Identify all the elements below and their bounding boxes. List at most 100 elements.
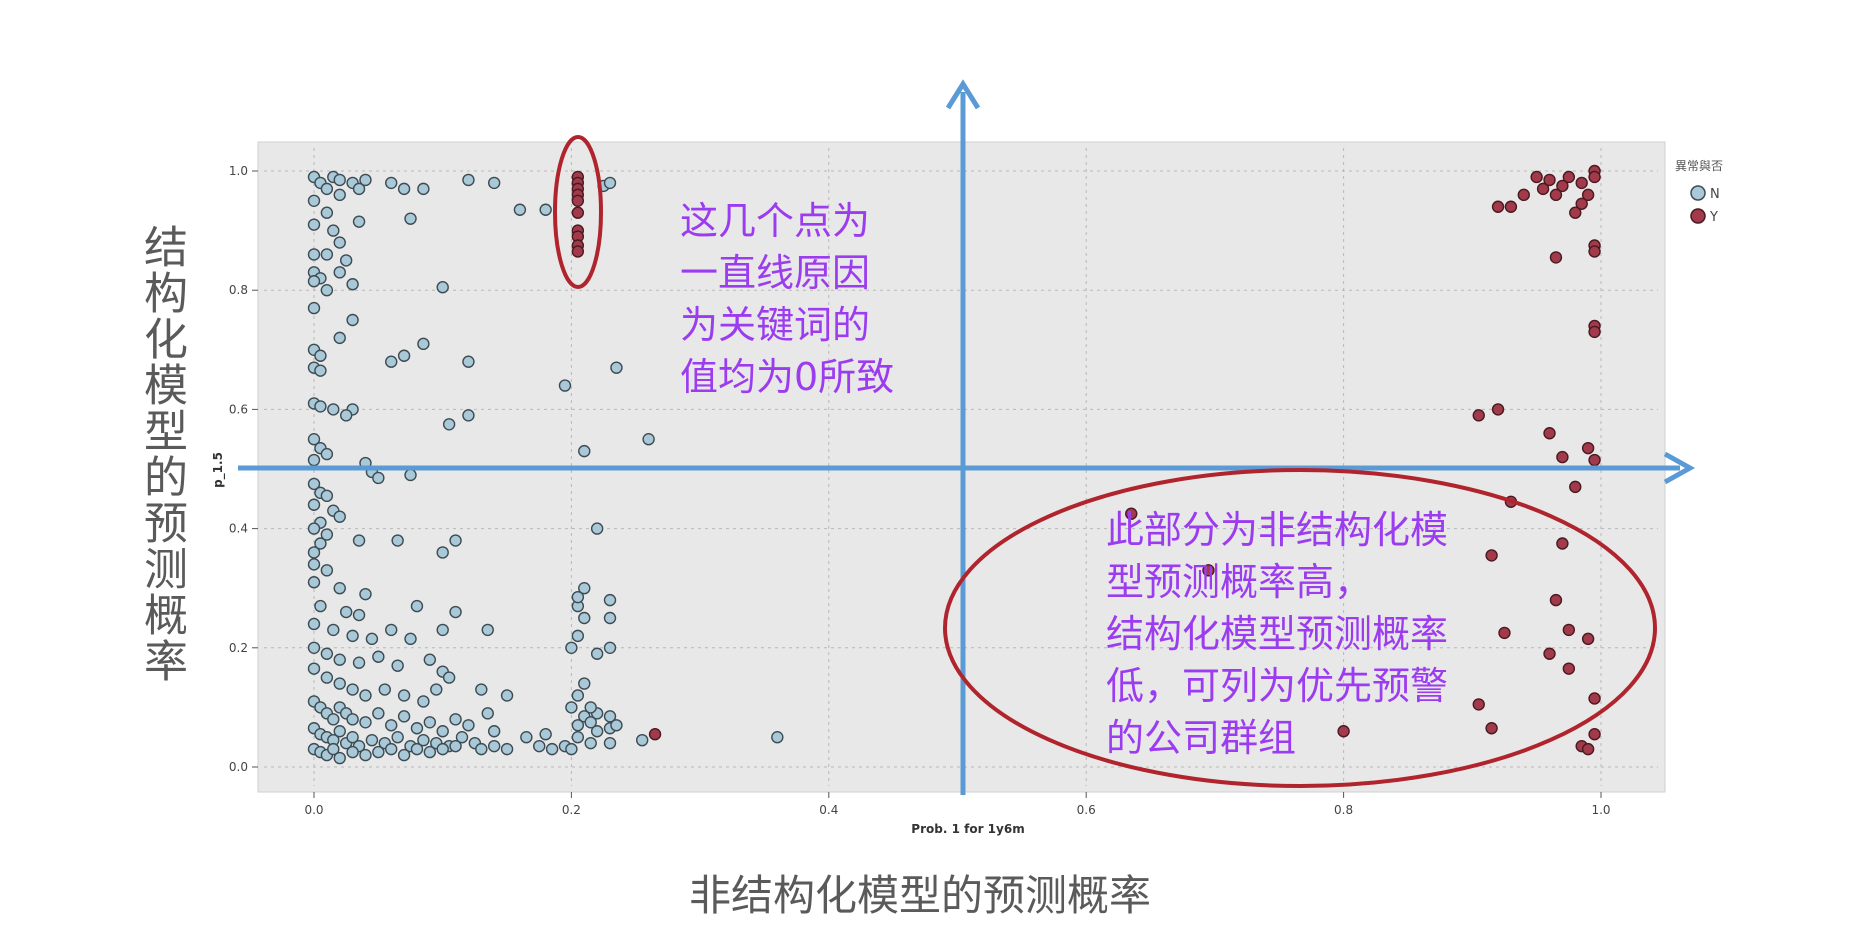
point-n — [584, 701, 597, 714]
point-n — [352, 182, 366, 196]
y-axis-label: p_1.5 — [211, 452, 226, 488]
point-n — [339, 409, 353, 422]
point-n — [423, 745, 437, 759]
legend-label-y: Y — [1709, 210, 1718, 225]
point-n — [513, 203, 527, 216]
point-n — [359, 689, 372, 702]
point-n — [333, 653, 346, 666]
point-n — [500, 742, 514, 756]
point-n — [307, 248, 321, 261]
highlight-ellipse-line — [553, 135, 603, 289]
point-n — [320, 564, 334, 577]
point-n — [404, 212, 417, 225]
y-tick-label: 0.8 — [229, 283, 248, 297]
point-n — [417, 337, 430, 351]
point-n — [391, 731, 404, 744]
point-n — [481, 623, 494, 637]
point-n — [423, 653, 437, 666]
point-n — [397, 182, 411, 196]
point-n — [378, 683, 391, 696]
point-n — [307, 275, 321, 288]
point-n — [603, 611, 617, 625]
legend-label-n: N — [1710, 187, 1720, 202]
point-n — [346, 683, 359, 696]
point-n — [436, 742, 449, 756]
x-tick-label: 0.8 — [1334, 803, 1353, 817]
point-n — [372, 471, 385, 485]
point-n — [320, 206, 334, 219]
point-y — [1517, 188, 1530, 202]
point-n — [320, 248, 334, 261]
note-line: 结构化模型预测概率 — [1106, 612, 1449, 656]
point-n — [314, 537, 327, 550]
point-n — [500, 689, 514, 702]
point-n — [327, 623, 340, 637]
point-y — [571, 194, 585, 208]
y-tick-label: 0.4 — [229, 522, 248, 536]
point-n — [565, 701, 578, 714]
point-y — [571, 206, 585, 219]
x-axis-title-cn: 非结构化模型的预测概率 — [688, 871, 1151, 920]
point-n — [333, 677, 346, 690]
point-n — [307, 194, 321, 208]
point-n — [410, 599, 424, 613]
point-n — [352, 215, 366, 228]
point-n — [462, 409, 475, 422]
point-n — [307, 576, 321, 589]
point-n — [449, 605, 462, 619]
point-y — [648, 728, 662, 741]
point-n — [603, 641, 617, 654]
point-n — [404, 468, 417, 482]
point-n — [417, 182, 430, 196]
y-axis-title-cn: 结构化模型的预测概率 — [136, 224, 187, 684]
point-n — [385, 623, 398, 637]
point-n — [565, 742, 578, 756]
point-y — [1581, 632, 1595, 646]
point-y — [1562, 662, 1576, 675]
point-n — [642, 433, 655, 446]
point-n — [410, 722, 424, 735]
point-n — [436, 725, 449, 738]
point-n — [397, 710, 411, 723]
point-n — [333, 331, 346, 345]
y-tick-label: 1.0 — [229, 164, 248, 178]
point-y — [1504, 200, 1518, 213]
point-n — [404, 632, 417, 646]
x-tick-label: 0.2 — [562, 803, 581, 817]
point-n — [565, 641, 578, 654]
point-y — [1569, 480, 1582, 494]
x-tick-label: 0.4 — [819, 803, 838, 817]
point-n — [346, 313, 359, 327]
point-y — [1491, 200, 1505, 213]
axis-ticks: 0.0 0.2 0.4 0.6 0.8 1.0 0.0 0.2 0.4 0.6 0.8 1.0 — [229, 164, 1611, 817]
point-n — [610, 719, 623, 732]
point-n — [571, 689, 585, 702]
point-n — [571, 629, 585, 643]
data-points — [307, 164, 1601, 765]
point-n — [449, 739, 462, 753]
note-line: 这几个点为 — [680, 199, 871, 243]
point-n — [365, 632, 379, 646]
note-line: 为关键词的 — [680, 303, 871, 347]
point-n — [307, 433, 321, 446]
point-y — [1549, 251, 1563, 264]
point-n — [584, 716, 597, 729]
point-y — [1562, 623, 1576, 637]
point-y — [1588, 245, 1601, 258]
point-n — [610, 361, 623, 374]
point-n — [307, 218, 321, 231]
point-n — [455, 731, 469, 744]
point-n — [333, 236, 346, 249]
point-n — [771, 731, 784, 744]
point-n — [333, 725, 346, 738]
point-n — [307, 522, 321, 535]
point-n — [520, 731, 533, 744]
point-n — [487, 739, 501, 753]
point-n — [385, 176, 398, 190]
point-n — [320, 671, 334, 684]
point-y — [1581, 441, 1595, 455]
point-n — [475, 742, 488, 756]
point-y — [571, 245, 585, 258]
point-y — [1543, 427, 1556, 440]
point-y — [1581, 742, 1595, 756]
